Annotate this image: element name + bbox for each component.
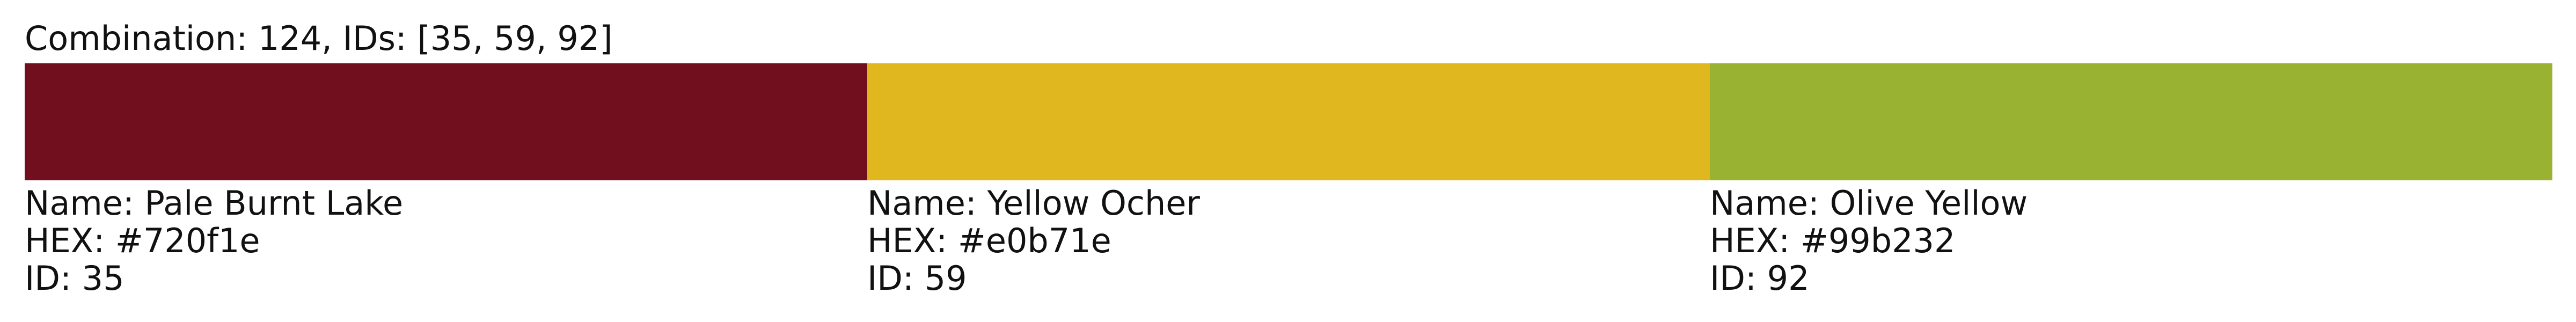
swatch-info-2: Name: Yellow Ocher HEX: #e0b71e ID: 59	[867, 180, 1710, 297]
swatch-hex-2: HEX: #e0b71e	[867, 221, 1111, 260]
swatch-name-2: Name: Yellow Ocher	[867, 184, 1200, 223]
color-palette: Name: Pale Burnt Lake HEX: #720f1e ID: 3…	[25, 63, 2552, 297]
swatch-name-1: Name: Pale Burnt Lake	[25, 184, 404, 223]
swatch-hex-1: HEX: #720f1e	[25, 221, 260, 260]
swatch-card-2: Name: Yellow Ocher HEX: #e0b71e ID: 59	[867, 63, 1710, 297]
swatch-id-1: ID: 35	[25, 259, 125, 298]
swatch-hex-3: HEX: #99b232	[1710, 221, 1956, 260]
swatch-card-1: Name: Pale Burnt Lake HEX: #720f1e ID: 3…	[25, 63, 867, 297]
swatch-info-3: Name: Olive Yellow HEX: #99b232 ID: 92	[1710, 180, 2552, 297]
combination-title: Combination: 124, IDs: [35, 59, 92]	[25, 19, 613, 58]
color-swatch-3	[1710, 63, 2552, 180]
swatch-id-2: ID: 59	[867, 259, 967, 298]
swatch-info-1: Name: Pale Burnt Lake HEX: #720f1e ID: 3…	[25, 180, 867, 297]
swatch-id-3: ID: 92	[1710, 259, 1810, 298]
color-swatch-1	[25, 63, 867, 180]
swatch-name-3: Name: Olive Yellow	[1710, 184, 2028, 223]
color-swatch-2	[867, 63, 1710, 180]
swatch-card-3: Name: Olive Yellow HEX: #99b232 ID: 92	[1710, 63, 2552, 297]
